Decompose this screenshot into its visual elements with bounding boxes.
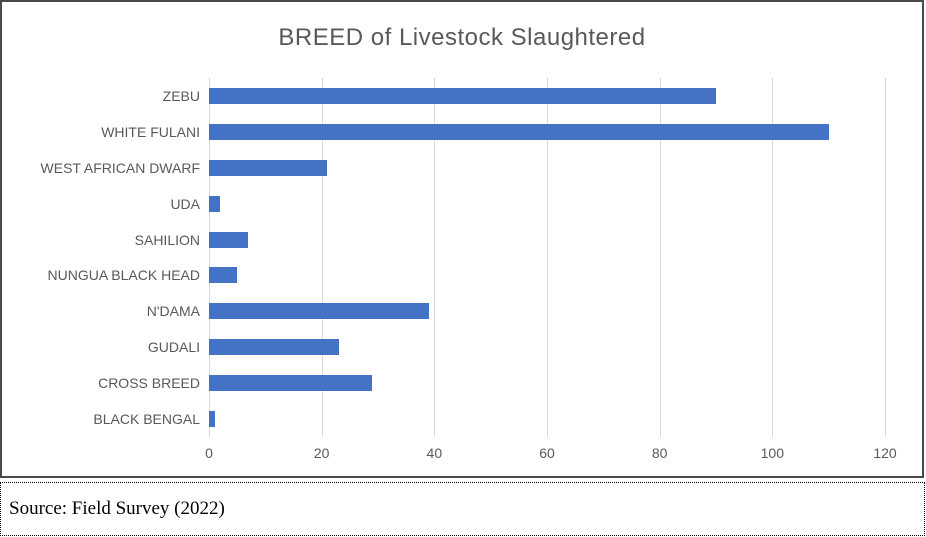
x-tick-label: 0 [205,445,213,461]
bar [209,231,249,248]
gridline [209,78,210,437]
category-label: BLACK BENGAL [93,411,200,428]
category-label: WHITE FULANI [101,123,200,140]
category-label: CROSS BREED [98,375,200,392]
category-label: SAHILION [134,231,200,248]
category-label: UDA [170,195,200,212]
bar [209,87,716,104]
x-tick-label: 80 [651,445,668,461]
bar [209,159,328,176]
category-label: NUNGUA BLACK HEAD [47,267,200,284]
x-tick-label: 40 [426,445,443,461]
gridline [659,78,661,437]
gridline [547,78,548,437]
bar [209,267,238,284]
category-label: N'DAMA [146,303,200,320]
bar [209,195,221,212]
chart-title: BREED of Livestock Slaughtered [278,24,646,51]
x-tick-label: 120 [873,445,897,461]
gridline [772,78,774,437]
gridline [434,78,436,437]
category-label: GUDALI [147,339,200,356]
bar [209,339,339,356]
bar [209,375,373,392]
bar [209,411,215,428]
chart-container: BREED of Livestock Slaughtered 0 20 40 60 80… [0,0,924,478]
category-label: ZEBU [162,87,200,104]
x-tick-label: 60 [539,445,555,461]
x-tick-label: 20 [313,445,330,461]
category-label: WEST AFRICAN DWARF [40,159,200,176]
bar [209,303,429,320]
x-tick-label: 100 [760,445,784,461]
source-note-box: Source: Field Survey (2022) [0,482,925,536]
bar [209,123,829,140]
source-note-text: Source: Field Survey (2022) [9,498,225,519]
gridline [885,78,886,437]
gridline [321,78,323,437]
